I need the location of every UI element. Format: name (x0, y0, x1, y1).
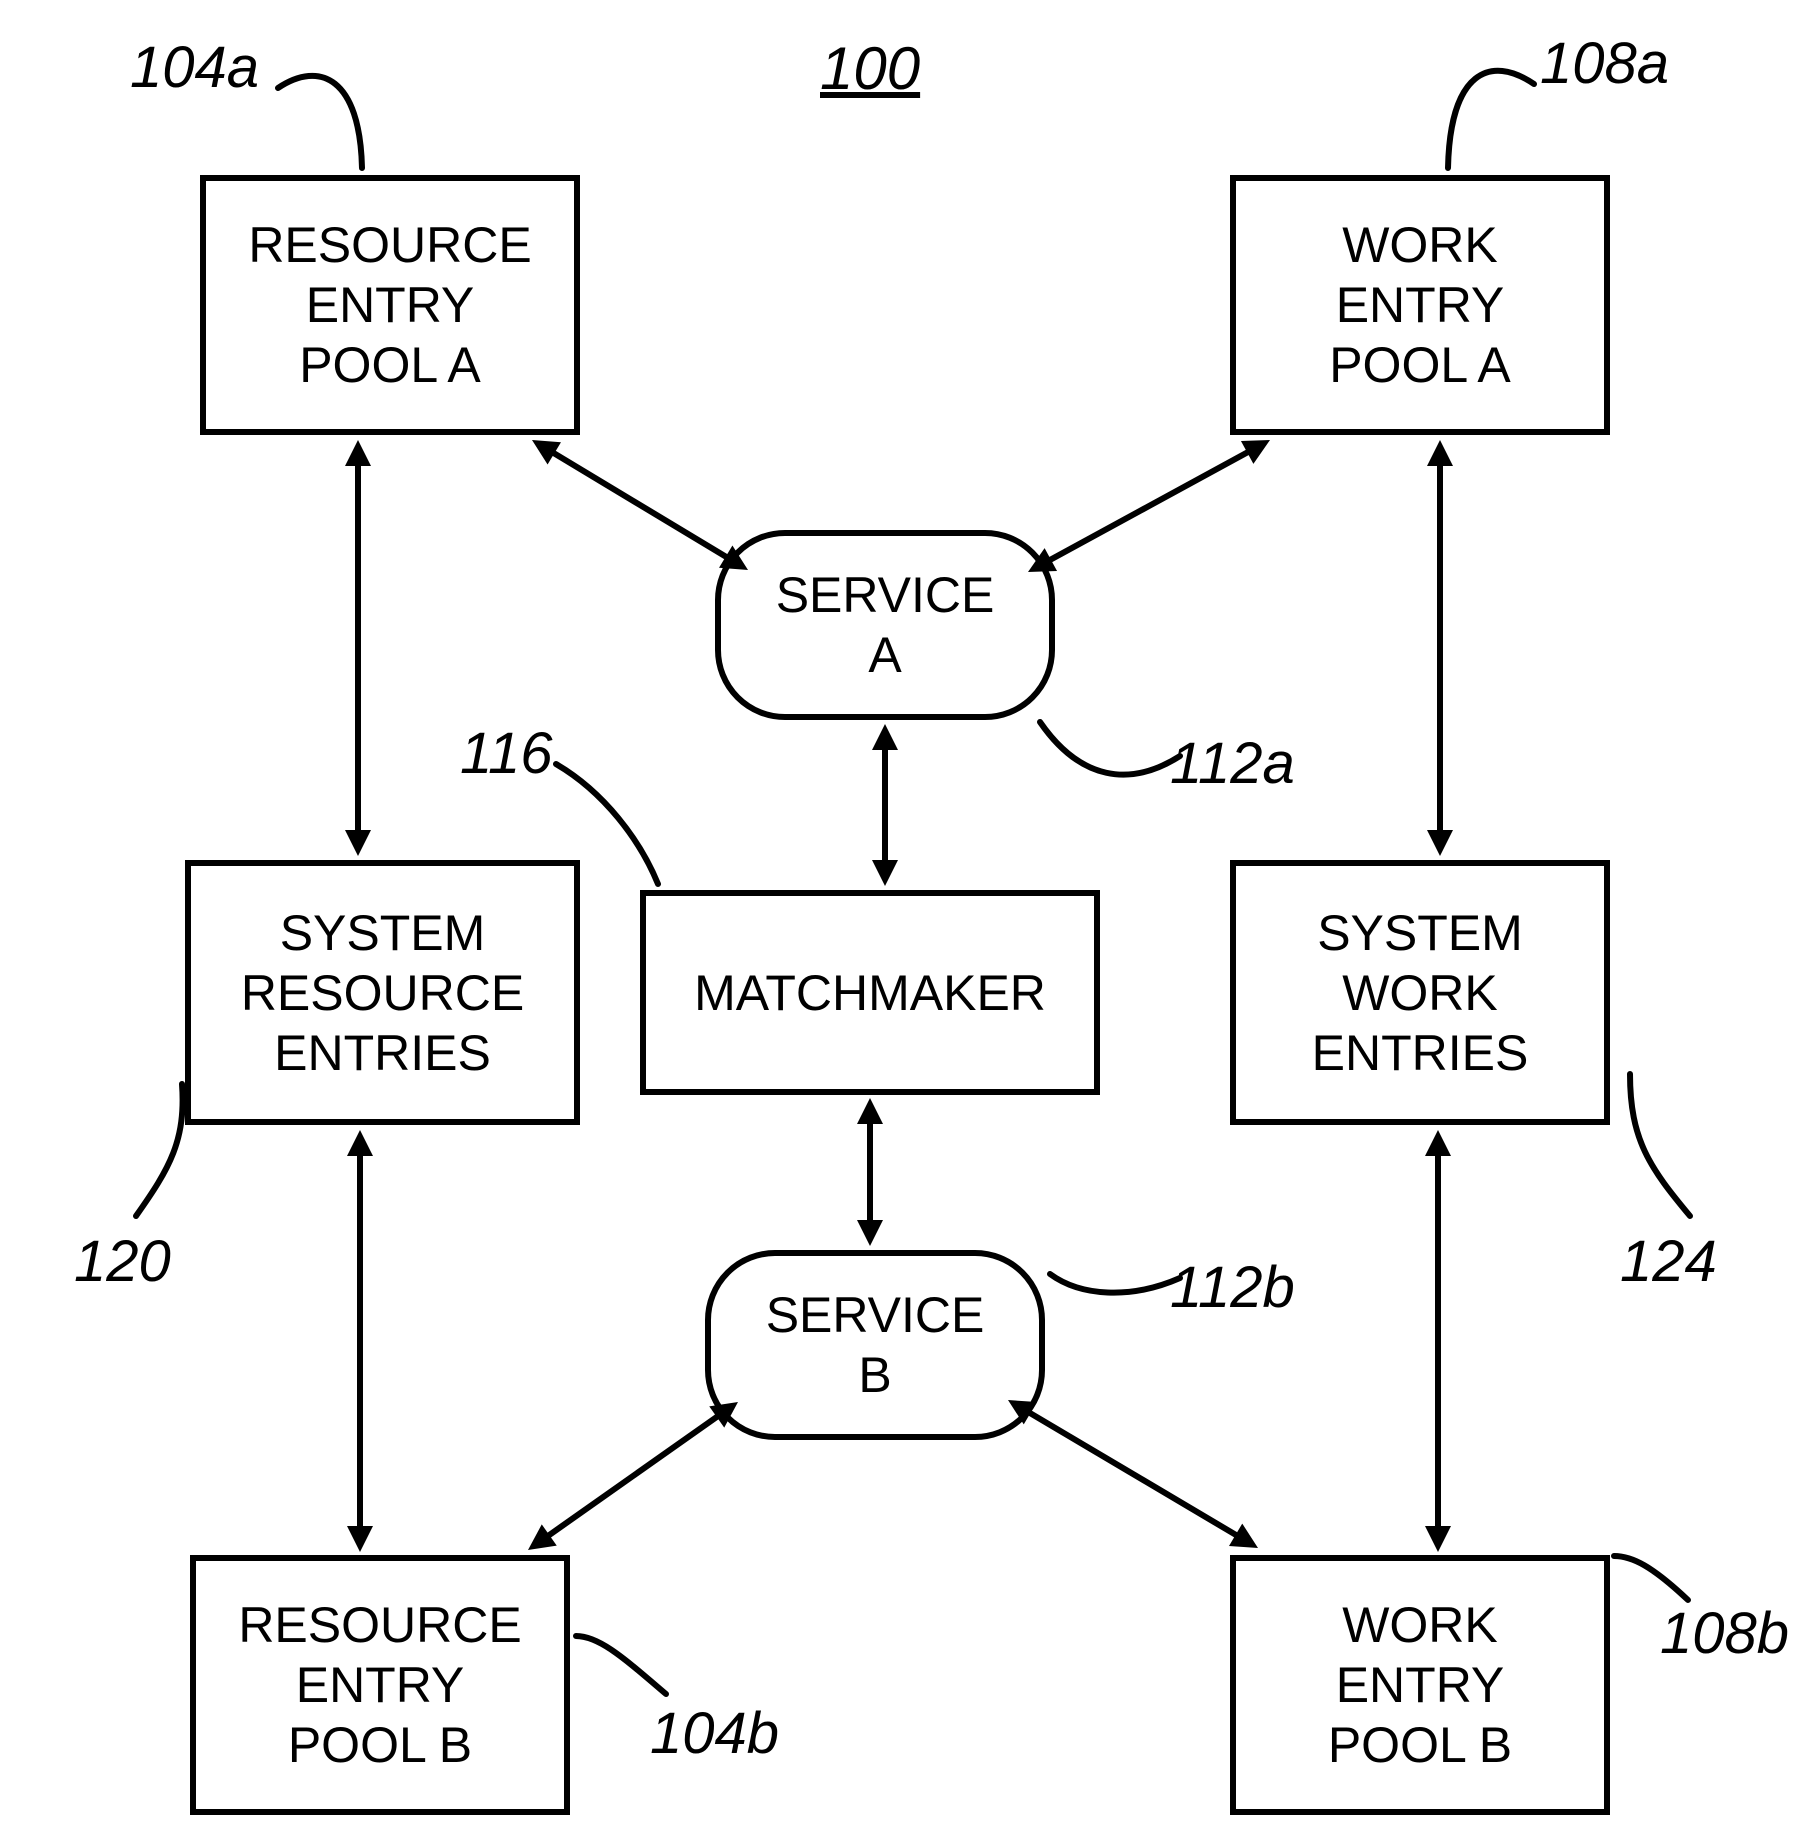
node-resource-pool-b: RESOURCEENTRYPOOL B (190, 1555, 570, 1815)
label-112b: 112b (1170, 1254, 1295, 1321)
label-124: 124 (1620, 1228, 1717, 1295)
label-104a: 104a (130, 34, 259, 101)
label-120: 120 (74, 1228, 171, 1295)
node-resource-pool-a: RESOURCEENTRYPOOL A (200, 175, 580, 435)
label-116: 116 (460, 720, 552, 787)
label-104b: 104b (650, 1700, 779, 1767)
node-sys-work-entries: SYSTEMWORKENTRIES (1230, 860, 1610, 1125)
label-108b: 108b (1660, 1600, 1789, 1667)
diagram-title: 100 (820, 34, 920, 103)
label-112a: 112a (1170, 730, 1295, 797)
node-service-a: SERVICEA (715, 530, 1055, 720)
node-sys-resource-entries: SYSTEMRESOURCEENTRIES (185, 860, 580, 1125)
node-work-pool-a: WORKENTRYPOOL A (1230, 175, 1610, 435)
node-work-pool-b: WORKENTRYPOOL B (1230, 1555, 1610, 1815)
node-service-b: SERVICEB (705, 1250, 1045, 1440)
node-matchmaker: MATCHMAKER (640, 890, 1100, 1095)
label-108a: 108a (1540, 30, 1669, 97)
